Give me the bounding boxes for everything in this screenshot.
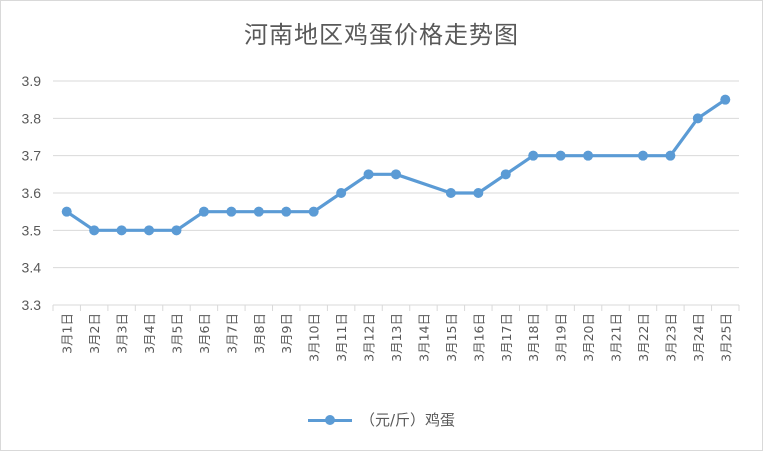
- x-tick-label: 3月18日: [526, 313, 541, 362]
- x-tick-label: 3月19日: [554, 313, 569, 362]
- x-tick-label: 3月6日: [197, 313, 212, 354]
- legend-label: （元/斤）鸡蛋: [359, 411, 456, 429]
- x-tick-label: 3月9日: [279, 313, 294, 354]
- data-point: [61, 206, 72, 217]
- data-point: [720, 94, 731, 105]
- x-tick-label: 3月2日: [87, 313, 102, 354]
- data-point: [555, 150, 566, 161]
- y-tick-label: 3.7: [22, 148, 42, 164]
- data-point: [171, 225, 182, 236]
- data-point: [336, 188, 347, 198]
- x-tick-label: 3月1日: [60, 313, 75, 354]
- x-tick-label: 3月23日: [663, 313, 678, 362]
- legend: （元/斤）鸡蛋: [1, 409, 762, 430]
- x-tick-label: 3月20日: [581, 313, 596, 362]
- y-tick-label: 3.8: [22, 110, 42, 126]
- x-tick-label: 3月4日: [142, 313, 157, 354]
- x-tick-label: 3月12日: [362, 313, 377, 362]
- data-point: [692, 113, 703, 124]
- data-point: [281, 206, 292, 217]
- data-point: [198, 206, 209, 217]
- x-tick-label: 3月16日: [471, 313, 486, 362]
- x-tick-label: 3月13日: [389, 313, 404, 362]
- data-point: [445, 188, 456, 198]
- data-point: [473, 188, 484, 198]
- data-point: [89, 225, 100, 236]
- y-tick-label: 3.3: [22, 297, 42, 313]
- y-tick-label: 3.5: [22, 222, 42, 238]
- x-tick-label: 3月11日: [334, 313, 349, 362]
- data-point: [391, 169, 401, 180]
- data-point: [116, 225, 127, 236]
- x-tick-label: 3月25日: [718, 313, 733, 362]
- x-tick-label: 3月24日: [691, 313, 706, 362]
- x-tick-label: 3月3日: [115, 313, 130, 354]
- x-tick-label: 3月8日: [252, 313, 267, 354]
- x-tick-label: 3月10日: [307, 313, 322, 362]
- y-tick-label: 3.4: [22, 260, 42, 276]
- chart-title: 河南地区鸡蛋价格走势图: [244, 21, 519, 49]
- x-tick-label: 3月22日: [636, 313, 651, 362]
- data-point: [665, 150, 676, 161]
- data-point: [637, 150, 648, 161]
- data-point: [500, 169, 511, 180]
- data-point: [528, 150, 539, 161]
- x-tick-label: 3月7日: [224, 313, 239, 354]
- x-tick-label: 3月15日: [444, 313, 459, 362]
- x-tick-label: 3月5日: [169, 313, 184, 354]
- data-point: [144, 225, 155, 236]
- y-tick-label: 3.6: [22, 185, 42, 201]
- x-tick-label: 3月17日: [499, 313, 514, 362]
- data-point: [253, 206, 264, 217]
- legend-line-marker-icon: [307, 414, 352, 425]
- data-point: [583, 150, 594, 161]
- series-line: [65, 98, 727, 232]
- data-point: [308, 206, 319, 217]
- data-point: [226, 206, 237, 217]
- y-tick-label: 3.9: [22, 73, 42, 89]
- data-point: [363, 169, 374, 180]
- x-tick-label: 3月21日: [609, 313, 624, 362]
- x-tick-label: 3月14日: [416, 313, 431, 362]
